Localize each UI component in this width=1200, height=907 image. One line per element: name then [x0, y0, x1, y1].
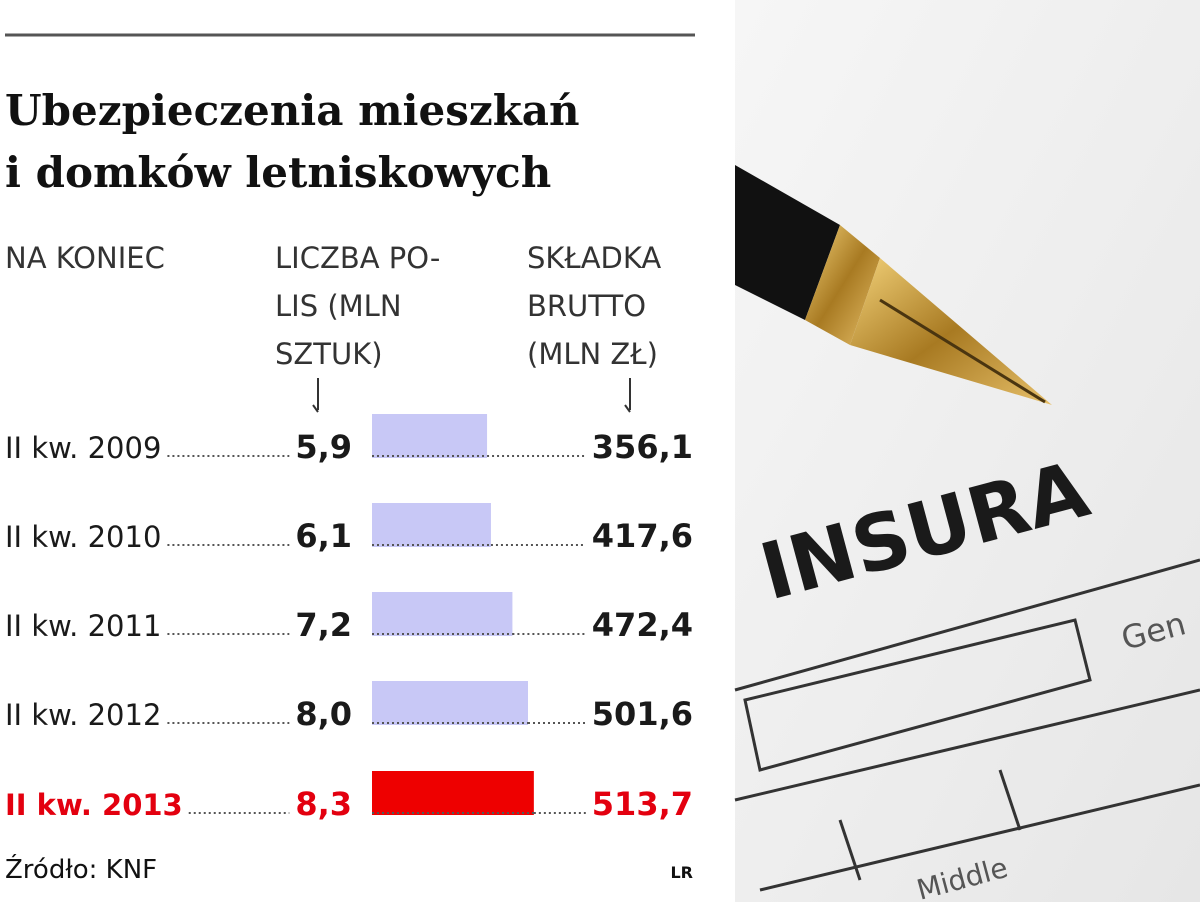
photo: INSURA Gen Middle [734, 0, 1200, 907]
value-label: 6,1 [295, 517, 352, 555]
row-label: II kw. 2010 [5, 520, 161, 554]
column-header: LICZBA PO- [275, 241, 440, 275]
credit: LR [670, 863, 693, 882]
column-header: (MLN ZŁ) [527, 337, 658, 371]
row-label: II kw. 2011 [5, 609, 161, 643]
bar [372, 414, 488, 458]
value-label: 417,6 [592, 517, 693, 555]
form-lines [734, 558, 1200, 892]
bar [372, 503, 491, 547]
bar [372, 681, 528, 725]
chart-title: Ubezpieczenia mieszkań [5, 86, 580, 135]
photo-paper [735, 0, 1200, 902]
value-label: 8,0 [295, 695, 352, 733]
value-label: 513,7 [592, 785, 693, 823]
column-header: NA KONIEC [5, 241, 165, 275]
value-label: 8,3 [295, 785, 352, 823]
bar [372, 771, 534, 815]
row-label: II kw. 2009 [5, 431, 161, 465]
value-label: 501,6 [592, 695, 693, 733]
value-label: 7,2 [295, 606, 352, 644]
value-label: 356,1 [592, 428, 693, 466]
value-label: 472,4 [592, 606, 693, 644]
header-arrows [312, 378, 631, 413]
bar [372, 592, 513, 636]
source: Źródło: KNF [5, 853, 157, 885]
chart-title: i domków letniskowych [5, 148, 551, 197]
column-header: SKŁADKA [527, 241, 661, 275]
value-label: 5,9 [295, 428, 352, 466]
row-label: II kw. 2013 [5, 788, 183, 822]
row-label: II kw. 2012 [5, 698, 161, 732]
column-header: LIS (MLN [275, 289, 402, 323]
column-header: SZTUK) [275, 337, 383, 371]
column-header: BRUTTO [527, 289, 646, 323]
pen [735, 165, 1052, 405]
